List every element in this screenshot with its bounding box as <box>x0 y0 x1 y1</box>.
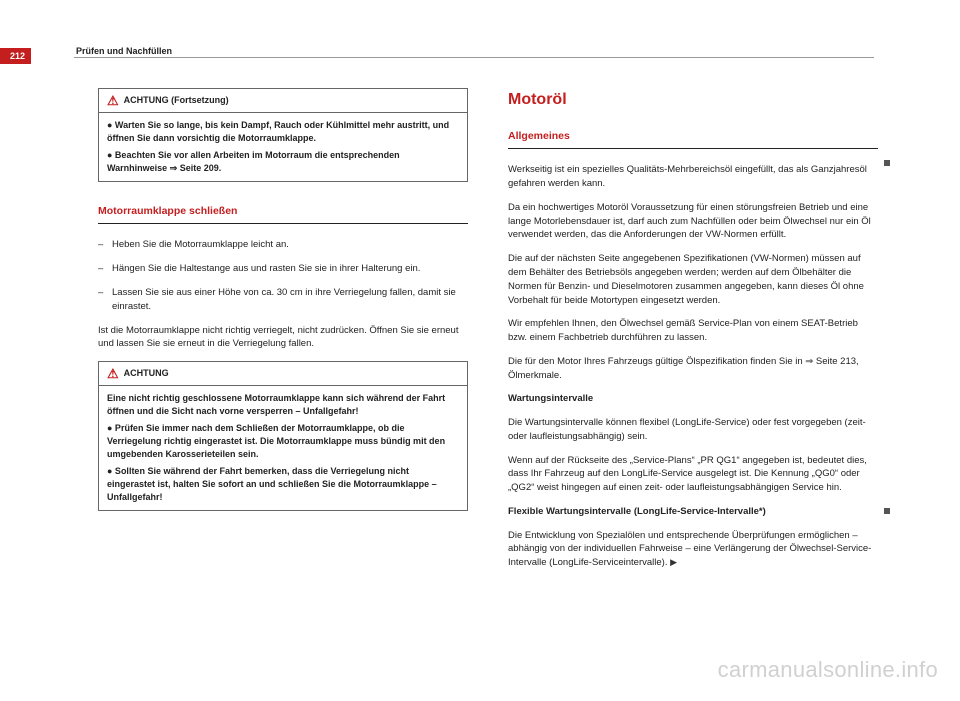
sub-heading: Wartungsintervalle <box>508 393 593 404</box>
body-paragraph: Ist die Motorraumklappe nicht richtig ve… <box>98 324 468 352</box>
body-paragraph: Werkseitig ist ein spezielles Qualitäts-… <box>508 163 878 191</box>
step-text: Hängen Sie die Haltestange aus und raste… <box>112 262 420 276</box>
watermark: carmanualsonline.info <box>718 657 938 683</box>
step-item: – Heben Sie die Motorraumklappe leicht a… <box>98 238 468 252</box>
warning-header: ⚠ ACHTUNG <box>99 362 467 386</box>
warning-bullet: ● Prüfen Sie immer nach dem Schließen de… <box>107 422 459 461</box>
step-item: – Lassen Sie sie aus einer Höhe von ca. … <box>98 286 468 314</box>
section-heading: Motorraumklappe schließen <box>98 204 468 219</box>
main-heading: Motoröl <box>508 88 878 111</box>
warning-box-continuation: ⚠ ACHTUNG (Fortsetzung) ● Warten Sie so … <box>98 88 468 182</box>
step-item: – Hängen Sie die Haltestange aus und ras… <box>98 262 468 276</box>
warning-bullet: ● Beachten Sie vor allen Arbeiten im Mot… <box>107 149 459 175</box>
sub-heading: Flexible Wartungsintervalle (LongLife-Se… <box>508 506 766 517</box>
page-number-tab: 212 <box>0 48 31 64</box>
body-paragraph: Wir empfehlen Ihnen, den Ölwechsel gemäß… <box>508 317 878 345</box>
warning-title: ACHTUNG (Fortsetzung) <box>124 94 229 107</box>
step-dash: – <box>98 262 112 276</box>
left-column: ⚠ ACHTUNG (Fortsetzung) ● Warten Sie so … <box>98 88 468 580</box>
section-heading: Allgemeines <box>508 129 878 144</box>
step-dash: – <box>98 238 112 252</box>
step-text: Lassen Sie sie aus einer Höhe von ca. 30… <box>112 286 468 314</box>
section-end-marker <box>884 160 890 166</box>
warning-triangle-icon: ⚠ <box>107 94 119 107</box>
right-column: Motoröl Allgemeines Werkseitig ist ein s… <box>508 88 878 580</box>
body-paragraph: Die für den Motor Ihres Fahrzeugs gültig… <box>508 355 878 383</box>
content-columns: ⚠ ACHTUNG (Fortsetzung) ● Warten Sie so … <box>98 88 878 580</box>
section-rule <box>98 223 468 224</box>
body-paragraph: Die Wartungsintervalle können flexibel (… <box>508 416 878 444</box>
warning-title: ACHTUNG <box>124 367 169 380</box>
continuation-arrow-icon: ▶ <box>670 557 677 567</box>
body-paragraph-text: Die Entwicklung von Spezialölen und ents… <box>508 530 871 569</box>
warning-body: Eine nicht richtig geschlossene Motorrau… <box>99 386 467 510</box>
step-dash: – <box>98 286 112 314</box>
page-header-title: Prüfen und Nachfüllen <box>76 46 172 56</box>
body-paragraph: Wenn auf der Rückseite des „Service-Plan… <box>508 454 878 495</box>
section-end-marker <box>884 508 890 514</box>
step-text: Heben Sie die Motorraumklappe leicht an. <box>112 238 289 252</box>
warning-header: ⚠ ACHTUNG (Fortsetzung) <box>99 89 467 113</box>
body-paragraph: Die Entwicklung von Spezialölen und ents… <box>508 529 878 570</box>
warning-bullet: ● Warten Sie so lange, bis kein Dampf, R… <box>107 119 459 145</box>
warning-box: ⚠ ACHTUNG Eine nicht richtig geschlossen… <box>98 361 468 511</box>
header-rule <box>74 57 874 58</box>
warning-body: ● Warten Sie so lange, bis kein Dampf, R… <box>99 113 467 181</box>
body-paragraph: Da ein hochwertiges Motoröl Voraussetzun… <box>508 201 878 242</box>
warning-triangle-icon: ⚠ <box>107 367 119 380</box>
section-rule <box>508 148 878 149</box>
warning-paragraph: Eine nicht richtig geschlossene Motorrau… <box>107 392 459 418</box>
warning-bullet: ● Sollten Sie während der Fahrt bemerken… <box>107 465 459 504</box>
body-paragraph: Die auf der nächsten Seite angegebenen S… <box>508 252 878 307</box>
page-number: 212 <box>10 51 25 61</box>
